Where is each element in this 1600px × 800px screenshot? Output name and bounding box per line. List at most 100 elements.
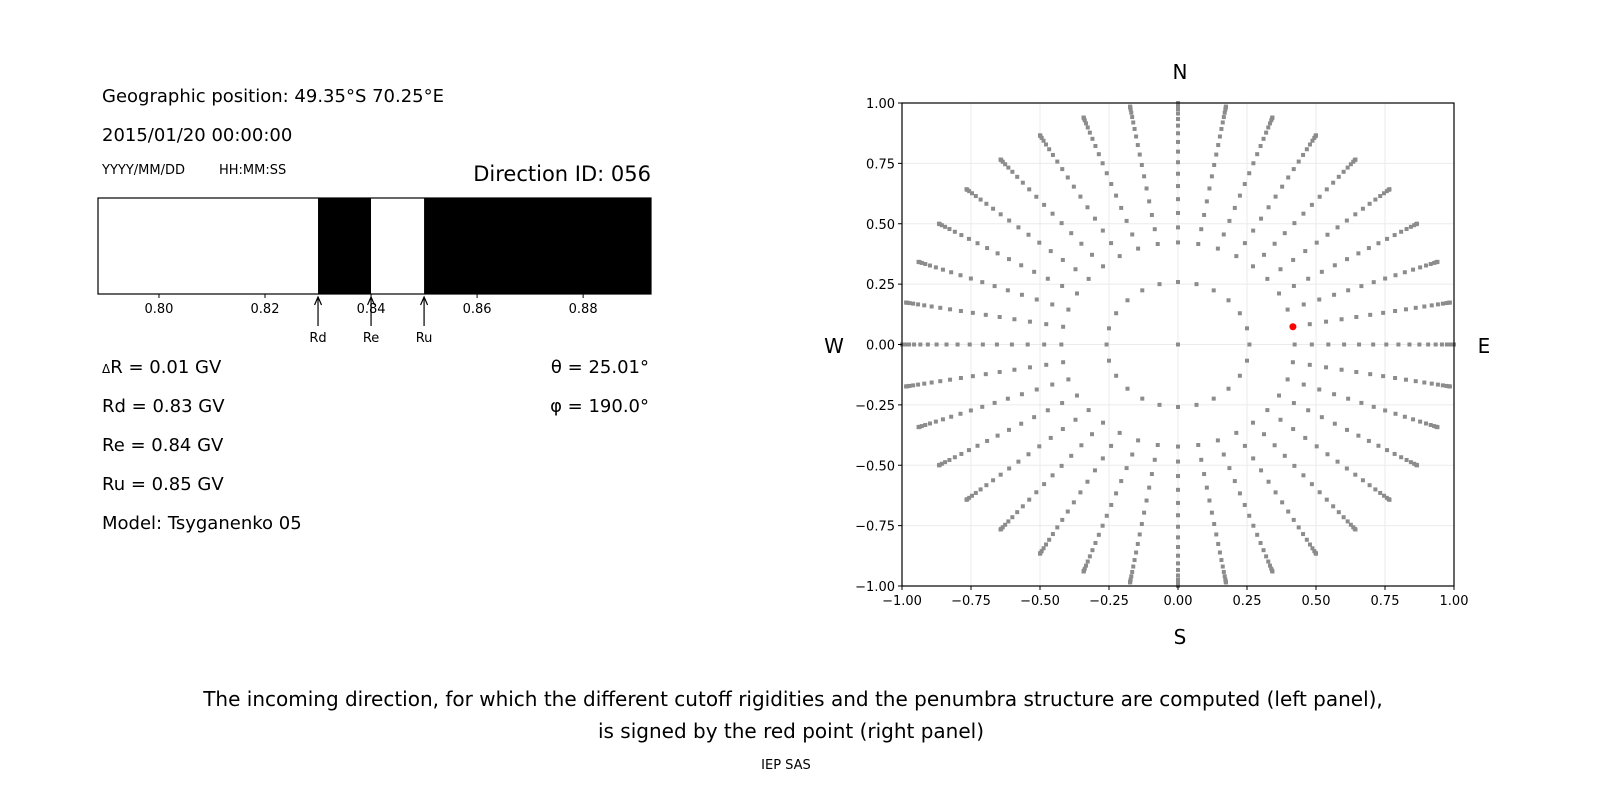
delta-symbol: Δ: [102, 362, 111, 376]
direction-point: [1222, 574, 1227, 579]
direction-point: [1373, 197, 1378, 202]
direction-point: [1371, 404, 1376, 409]
direction-point: [1142, 510, 1147, 515]
direction-point: [1317, 194, 1322, 199]
y-tick-label: 0.00: [866, 339, 895, 354]
direction-point: [1435, 382, 1440, 387]
direction-point: [973, 194, 978, 199]
direction-point: [1019, 292, 1024, 297]
direction-point: [1273, 490, 1278, 495]
direction-point: [1139, 521, 1144, 526]
direction-point: [1032, 269, 1037, 274]
direction-point: [1222, 110, 1227, 115]
direction-point: [1265, 276, 1270, 281]
direction-point: [1404, 457, 1409, 462]
direction-point: [1060, 401, 1065, 406]
direction-point: [1142, 174, 1147, 179]
direction-point: [1264, 554, 1269, 559]
direction-point: [1016, 225, 1021, 230]
direction-point: [1314, 240, 1319, 245]
direction-point: [1354, 314, 1359, 319]
x-tick-label: 0.82: [251, 302, 280, 317]
direction-point: [904, 300, 909, 305]
direction-point: [1326, 342, 1331, 347]
direction-point: [1006, 257, 1011, 262]
direction-point: [1325, 452, 1330, 457]
x-tick-label: −0.50: [1020, 594, 1060, 609]
direction-point: [1301, 382, 1306, 387]
direction-point: [969, 493, 974, 498]
direction-point: [975, 443, 980, 448]
direction-point: [1292, 463, 1297, 468]
direction-point: [1007, 218, 1012, 223]
direction-point: [1124, 466, 1129, 471]
direction-point: [1055, 525, 1060, 530]
direction-point: [1314, 133, 1318, 138]
direction-point: [959, 233, 964, 238]
direction-point: [936, 463, 941, 468]
direction-point: [1258, 540, 1263, 545]
direction-point: [1128, 107, 1133, 112]
direction-point: [1309, 482, 1314, 487]
direction-point: [1291, 257, 1296, 262]
direction-point: [1176, 160, 1180, 165]
direction-point: [1339, 367, 1344, 372]
direction-point: [1136, 246, 1141, 251]
direction-point: [1226, 298, 1231, 303]
direction-point: [1301, 152, 1306, 157]
direction-point: [1259, 216, 1264, 221]
direction-point: [1309, 202, 1314, 207]
direction-point: [1325, 232, 1330, 237]
direction-point: [1342, 342, 1347, 347]
direction-point: [1432, 424, 1437, 429]
direction-point: [1092, 468, 1097, 473]
direction-point: [1176, 279, 1180, 284]
direction-point: [1385, 236, 1390, 241]
direction-point: [1258, 144, 1263, 149]
direction-point: [1371, 342, 1376, 347]
direction-point: [1307, 362, 1312, 367]
direction-point: [1220, 120, 1225, 125]
direction-point: [1152, 457, 1157, 462]
direction-point: [1345, 427, 1350, 432]
south-label: S: [1174, 625, 1187, 649]
direction-point: [1335, 459, 1340, 464]
direction-point: [998, 472, 1003, 477]
direction-point: [1119, 205, 1124, 210]
direction-point: [968, 408, 973, 413]
direction-point: [1136, 438, 1141, 443]
direction-point: [1282, 453, 1287, 458]
direction-point: [1219, 558, 1224, 563]
direction-point: [1176, 474, 1180, 479]
direction-point: [1220, 564, 1225, 569]
direction-point: [1101, 264, 1106, 269]
direction-point: [1237, 491, 1242, 496]
direction-point: [1034, 387, 1039, 392]
direction-point: [1371, 280, 1376, 285]
direction-point: [958, 411, 963, 416]
direction-point: [1319, 415, 1324, 420]
y-tick-label: −1.00: [855, 580, 895, 595]
direction-point: [1176, 487, 1180, 492]
direction-point: [1211, 396, 1216, 401]
direction-point: [1134, 134, 1139, 139]
direction-point: [1422, 380, 1427, 385]
direction-point: [1237, 373, 1242, 378]
time-format-label: HH:MM:SS: [219, 163, 286, 178]
direction-point: [1444, 383, 1449, 388]
direction-point: [1393, 411, 1398, 416]
direction-point: [1387, 497, 1392, 502]
direction-point: [1439, 342, 1444, 347]
direction-point: [1079, 241, 1084, 246]
direction-point: [1324, 187, 1329, 192]
direction-point: [907, 383, 912, 388]
direction-point: [1196, 241, 1201, 246]
direction-point: [1324, 365, 1329, 370]
direction-point: [1303, 249, 1308, 254]
direction-point: [1259, 468, 1264, 473]
direction-point: [1012, 317, 1017, 322]
direction-point: [939, 461, 944, 466]
direction-point: [1137, 152, 1142, 157]
direction-point: [1065, 509, 1070, 514]
